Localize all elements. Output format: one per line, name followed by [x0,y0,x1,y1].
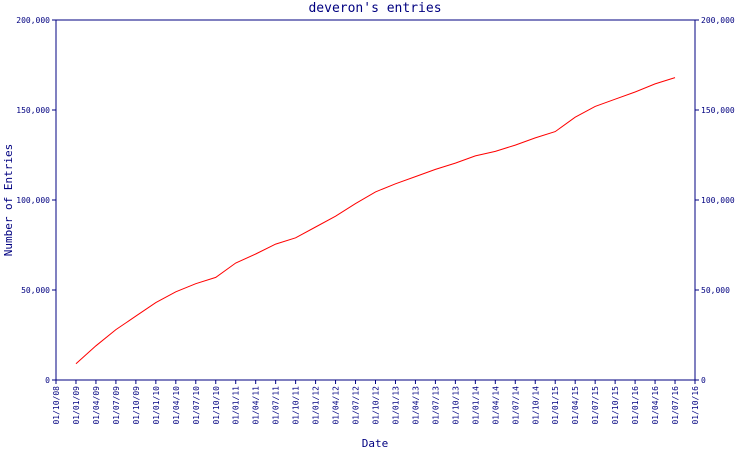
x-tick-label: 01/04/14 [491,386,500,425]
x-tick-label: 01/10/09 [132,386,141,425]
x-tick-label: 01/10/13 [451,386,460,425]
y-tick-label: 100,000 [16,196,50,205]
x-tick-label: 01/04/12 [332,386,341,425]
x-tick-label: 01/10/14 [531,386,540,425]
x-tick-label: 01/01/12 [312,386,321,425]
x-tick-label: 01/07/16 [671,386,680,425]
x-tick-label: 01/01/16 [631,386,640,425]
x-tick-label: 01/01/14 [471,386,480,425]
x-tick-label: 01/07/09 [112,386,121,425]
x-tick-label: 01/04/10 [172,386,181,425]
x-tick-label: 01/07/11 [272,386,281,425]
y-tick-label: 200,000 [16,16,50,25]
x-tick-label: 01/04/09 [92,386,101,425]
x-tick-label: 01/07/15 [591,386,600,425]
x-tick-label: 01/04/16 [651,386,660,425]
x-tick-label: 01/10/08 [52,386,61,425]
x-tick-label: 01/10/12 [372,386,381,425]
x-tick-label: 01/07/14 [511,386,520,425]
plot-frame [55,19,696,381]
x-tick-label: 01/01/13 [391,386,400,425]
y-tick-label: 50,000 [21,286,50,295]
y-axis-label: Number of Entries [2,144,15,257]
y2-tick-label: 150,000 [701,106,735,115]
x-tick-label: 01/07/10 [192,386,201,425]
x-tick-label: 01/01/15 [551,386,560,425]
y2-tick-label: 200,000 [701,16,735,25]
y2-tick-label: 100,000 [701,196,735,205]
y-tick-label: 150,000 [16,106,50,115]
y2-tick-label: 50,000 [701,286,730,295]
y2-tick-label: 0 [701,376,706,385]
x-tick-label: 01/04/13 [411,386,420,425]
data-line [75,77,676,365]
x-tick-label: 01/04/15 [571,386,580,425]
x-axis-label: Date [362,437,389,450]
y-tick-label: 0 [45,376,50,385]
x-tick-label: 01/01/11 [232,386,241,425]
x-tick-label: 01/01/09 [72,386,81,425]
x-tick-label: 01/04/11 [252,386,261,425]
x-tick-label: 01/01/10 [152,386,161,425]
x-tick-label: 01/07/12 [352,386,361,425]
x-tick-label: 01/10/16 [691,386,700,425]
x-tick-label: 01/10/10 [212,386,221,425]
x-tick-label: 01/10/11 [292,386,301,425]
x-tick-label: 01/07/13 [431,386,440,425]
chart-title: deveron's entries [308,1,441,16]
x-tick-label: 01/10/15 [611,386,620,425]
